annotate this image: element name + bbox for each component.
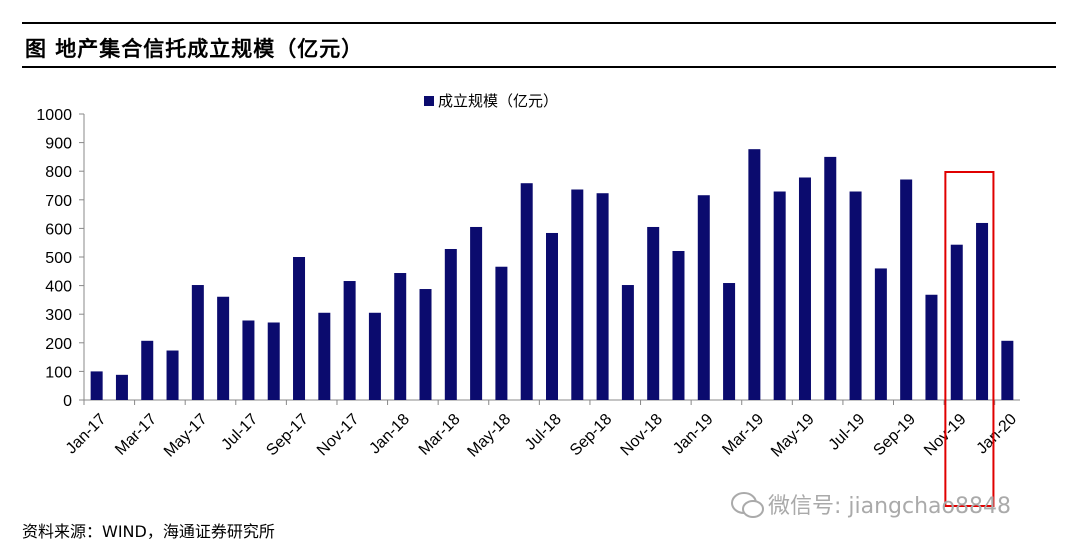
bar-sep-19: [900, 179, 913, 400]
bar-aug-18: [571, 189, 584, 400]
x-tick-label: Mar-19: [719, 411, 767, 459]
bar-apr-17: [166, 350, 179, 400]
source-note: 资料来源：WIND，海通证券研究所: [22, 522, 275, 541]
bar-jul-18: [546, 232, 558, 400]
y-tick-label: 800: [45, 164, 72, 181]
bar-mar-19: [748, 149, 761, 400]
bar-mar-18: [444, 248, 457, 400]
bar-jan-19: [697, 195, 710, 400]
bar-nov-19: [950, 244, 963, 400]
bar-nov-17: [343, 281, 356, 400]
bar-feb-19: [723, 283, 736, 400]
wechat-icon: [731, 492, 764, 518]
bar-dec-18: [672, 250, 685, 400]
bar-dec-17: [368, 312, 381, 400]
y-tick-label: 600: [45, 221, 72, 238]
y-tick-label: 500: [45, 250, 72, 267]
x-tick-label: Jul-19: [826, 411, 869, 454]
y-tick-label: 700: [45, 193, 72, 210]
bar-may-17: [191, 285, 204, 400]
watermark-text: 微信号: jiangchao8848: [768, 494, 1011, 519]
x-tick-label: May-19: [768, 411, 818, 461]
x-tick-label: Jan-19: [670, 411, 717, 458]
page-title: 图 地产集合信托成立规模（亿元）: [25, 37, 364, 61]
y-tick-label: 400: [45, 279, 72, 296]
x-tick-label: Jan-20: [974, 411, 1021, 458]
x-tick-label: Mar-17: [112, 411, 160, 459]
x-tick-label: May-18: [464, 411, 514, 461]
y-tick-label: 200: [45, 336, 72, 353]
bar-nov-18: [647, 226, 660, 400]
bar-jun-18: [520, 183, 533, 400]
bar-apr-18: [470, 226, 483, 400]
bar-jun-17: [217, 296, 230, 400]
bar-may-19: [798, 177, 811, 400]
bar-oct-18: [621, 285, 634, 400]
y-tick-label: 0: [63, 393, 72, 410]
legend-label: 成立规模（亿元）: [438, 92, 558, 110]
legend-swatch: [424, 96, 434, 106]
bar-feb-18: [419, 289, 432, 400]
bar-sep-17: [293, 257, 306, 400]
bar-aug-17: [267, 322, 280, 400]
bar-jul-19: [849, 191, 862, 400]
x-tick-label: Jul-18: [522, 411, 565, 454]
y-tick-label: 900: [45, 136, 72, 153]
bar-oct-17: [318, 312, 331, 400]
x-tick-label: May-17: [161, 411, 211, 461]
x-tick-label: Jul-17: [218, 411, 261, 454]
bar-jan-20: [1001, 340, 1014, 400]
y-tick-label: 300: [45, 307, 72, 324]
bar-feb-17: [115, 374, 128, 400]
x-tick-label: Mar-18: [416, 411, 464, 459]
x-tick-label: Jan-17: [63, 411, 110, 458]
x-tick-label: Sep-17: [263, 411, 312, 460]
x-tick-label: Nov-18: [618, 411, 667, 460]
bar-apr-19: [773, 191, 786, 400]
bar-aug-19: [874, 268, 887, 400]
bar-jan-17: [90, 371, 103, 400]
bar-dec-19: [976, 222, 989, 400]
bar-oct-19: [925, 294, 938, 400]
title-bar: 图 地产集合信托成立规模（亿元）: [22, 22, 1056, 68]
bar-mar-17: [141, 340, 154, 400]
x-tick-label: Nov-17: [314, 411, 363, 460]
bar-sep-18: [596, 193, 609, 400]
x-tick-label: Sep-19: [870, 411, 919, 460]
y-tick-label: 1000: [36, 107, 72, 124]
bar-jul-17: [242, 320, 255, 400]
y-tick-label: 100: [45, 364, 72, 381]
x-tick-label: Jan-18: [366, 411, 413, 458]
bar-jan-18: [394, 273, 407, 400]
x-tick-label: Sep-18: [567, 411, 616, 460]
highlight-box: [944, 171, 995, 507]
bar-may-18: [495, 266, 508, 400]
bar-jun-19: [824, 156, 837, 400]
